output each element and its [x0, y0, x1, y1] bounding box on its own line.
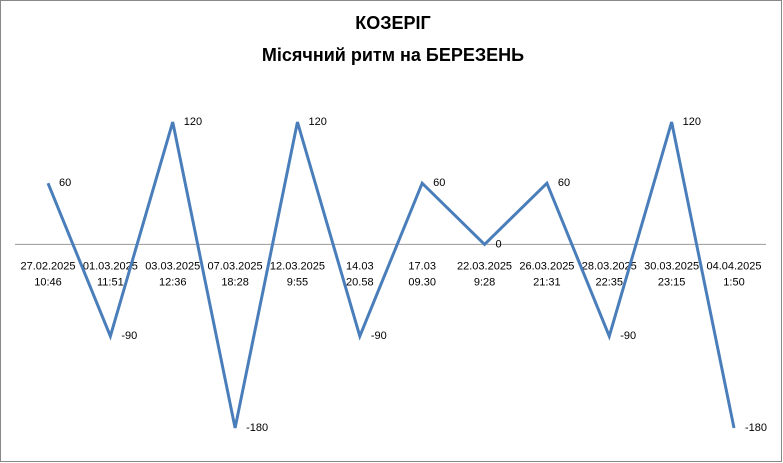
x-tick-label: 1:50: [723, 276, 744, 288]
data-label: -180: [246, 422, 268, 434]
data-label: -90: [620, 330, 636, 342]
data-label: -180: [745, 422, 767, 434]
x-tick-label: 10:46: [34, 276, 62, 288]
data-label: 60: [433, 177, 445, 189]
x-tick-label: 9:28: [474, 276, 495, 288]
chart-title: КОЗЕРІГ: [355, 13, 430, 33]
x-tick-label: 17.03: [408, 260, 436, 272]
x-tick-label: 26.03.2025: [519, 260, 574, 272]
data-label: 120: [184, 116, 202, 128]
x-tick-label: 30.03.2025: [644, 260, 699, 272]
x-tick-label: 01.03.2025: [83, 260, 138, 272]
x-tick-label: 12:36: [159, 276, 187, 288]
x-tick-label: 22.03.2025: [457, 260, 512, 272]
x-tick-label: 22:35: [596, 276, 624, 288]
data-label: 120: [683, 116, 701, 128]
x-tick-label: 18:28: [221, 276, 249, 288]
x-tick-label: 03.03.2025: [145, 260, 200, 272]
x-tick-label: 09.30: [408, 276, 436, 288]
chart-subtitle: Місячний ритм на БЕРЕЗЕНЬ: [262, 45, 524, 65]
x-tick-label: 12.03.2025: [270, 260, 325, 272]
x-tick-label: 11:51: [97, 276, 124, 288]
data-label: 0: [496, 238, 502, 250]
x-tick-label: 28.03.2025: [582, 260, 637, 272]
x-tick-label: 07.03.2025: [208, 260, 263, 272]
x-tick-label: 21:31: [533, 276, 561, 288]
line: [46, 121, 736, 429]
data-label: 60: [558, 177, 570, 189]
x-tick-label: 20.58: [346, 276, 374, 288]
data-label: -90: [121, 330, 137, 342]
data-label: 120: [308, 116, 326, 128]
x-tick-label: 14.03: [346, 260, 374, 272]
data-label: 60: [59, 177, 71, 189]
data-label: -90: [371, 330, 387, 342]
x-tick-label: 9:55: [287, 276, 308, 288]
x-tick-label: 04.04.2025: [706, 260, 761, 272]
x-tick-label: 27.02.2025: [20, 260, 75, 272]
x-tick-label: 23:15: [658, 276, 686, 288]
